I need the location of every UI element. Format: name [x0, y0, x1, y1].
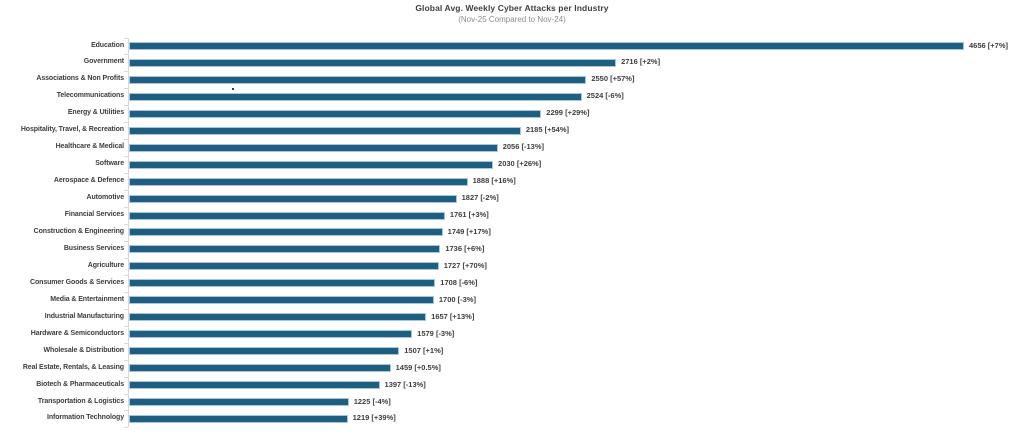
category-label: Transportation & Logistics	[37, 397, 124, 405]
axis-tick	[124, 240, 128, 242]
bar	[129, 92, 582, 101]
category-label: Real Estate, Rentals, & Leasing	[22, 363, 124, 371]
value-label: 4656 [+7%]	[969, 40, 1008, 50]
bar	[129, 109, 542, 118]
value-label: 1827 [-2%]	[461, 193, 499, 203]
value-label: 1761 [+3%]	[449, 210, 489, 220]
value-label: 1657 [+13%]	[431, 311, 475, 321]
axis-tick	[124, 376, 128, 378]
bar	[129, 330, 413, 339]
bar	[129, 126, 521, 135]
axis-tick	[124, 342, 128, 344]
category-label: Healthcare & Medical	[55, 143, 125, 151]
axis-tick	[124, 325, 128, 327]
axis-tick	[124, 105, 128, 107]
axis-tick	[124, 122, 128, 124]
bar	[129, 160, 494, 169]
bar	[129, 296, 434, 305]
axis-tick	[124, 308, 128, 310]
axis-tick	[124, 190, 128, 192]
axis-tick	[124, 54, 128, 56]
axis-tick	[124, 37, 128, 39]
axis-tick	[124, 359, 128, 361]
value-label: 1225 [-4%]	[353, 396, 391, 406]
value-label: 2030 [+26%]	[498, 159, 542, 169]
value-label: 1727 [+70%]	[443, 260, 487, 270]
category-label: Aerospace & Defence	[53, 177, 124, 185]
value-label: 1507 [+1%]	[404, 345, 444, 355]
y-axis-line	[128, 37, 129, 428]
axis-tick	[124, 393, 128, 395]
category-label: Telecommunications	[56, 92, 124, 100]
bar	[129, 75, 587, 84]
category-label: Automotive	[86, 194, 124, 202]
value-label: 1700 [-3%]	[438, 294, 476, 304]
axis-tick	[124, 88, 128, 90]
bar	[129, 398, 349, 406]
category-label: Software	[95, 160, 124, 168]
category-label: Media & Entertainment	[50, 295, 124, 303]
bar	[129, 279, 436, 288]
bar	[129, 58, 617, 67]
chart-title: Global Avg. Weekly Cyber Attacks per Ind…	[415, 3, 609, 13]
category-label: Wholesale & Distribution	[43, 346, 125, 354]
value-label: 1749 [+17%]	[447, 226, 491, 236]
bar	[129, 262, 439, 271]
axis-tick	[124, 427, 128, 429]
bar	[129, 41, 964, 50]
value-label: 2185 [+54%]	[525, 125, 569, 135]
axis-tick	[124, 173, 128, 175]
category-label: Agriculture	[87, 261, 124, 269]
axis-tick	[124, 139, 128, 141]
axis-tick	[124, 207, 128, 209]
value-label: 1708 [-6%]	[440, 277, 478, 287]
category-label: Financial Services	[64, 211, 124, 219]
axis-tick	[124, 274, 128, 276]
bar	[129, 143, 498, 152]
category-label: Energy & Utilities	[67, 109, 124, 117]
category-label: Construction & Engineering	[33, 227, 124, 235]
value-label: 2550 [+57%]	[591, 74, 635, 84]
bar	[129, 347, 400, 356]
bar	[129, 313, 427, 322]
axis-tick	[124, 223, 128, 225]
value-label: 2299 [+29%]	[546, 108, 590, 118]
bar	[129, 364, 391, 373]
bar	[129, 177, 468, 186]
speck-artifact	[232, 88, 234, 90]
axis-tick	[124, 71, 128, 73]
axis-tick	[124, 156, 128, 158]
axis-tick	[124, 410, 128, 412]
value-label: 2524 [-6%]	[586, 91, 624, 101]
chart-subtitle: (Nov-25 Compared to Nov-24)	[458, 15, 566, 24]
value-label: 2056 [-13%]	[502, 142, 544, 152]
category-label: Government	[83, 58, 124, 66]
bar	[129, 228, 443, 237]
value-label: 2716 [+2%]	[621, 57, 661, 67]
axis-tick	[124, 257, 128, 259]
bar	[129, 194, 457, 203]
value-label: 1736 [+6%]	[445, 243, 485, 253]
bar	[129, 381, 380, 390]
category-label: Hospitality, Travel, & Recreation	[20, 126, 124, 134]
axis-tick	[124, 291, 128, 293]
category-label: Associations & Non Profits	[36, 75, 124, 83]
category-label: Information Technology	[46, 414, 124, 422]
bar	[129, 414, 348, 423]
category-label: Consumer Goods & Services	[30, 278, 124, 286]
category-label: Industrial Manufacturing	[44, 312, 124, 320]
category-label: Biotech & Pharmaceuticals	[36, 380, 124, 388]
category-label: Business Services	[63, 244, 124, 252]
value-label: 1888 [+16%]	[472, 176, 516, 186]
category-label: Hardware & Semiconductors	[30, 329, 124, 337]
value-label: 1579 [-3%]	[417, 328, 455, 338]
value-label: 1397 [-13%]	[384, 379, 426, 389]
bar	[129, 245, 441, 254]
value-label: 1219 [+39%]	[352, 413, 396, 423]
bar	[129, 211, 445, 220]
category-label: Education	[91, 41, 124, 49]
value-label: 1459 [+0.5%]	[395, 362, 441, 372]
